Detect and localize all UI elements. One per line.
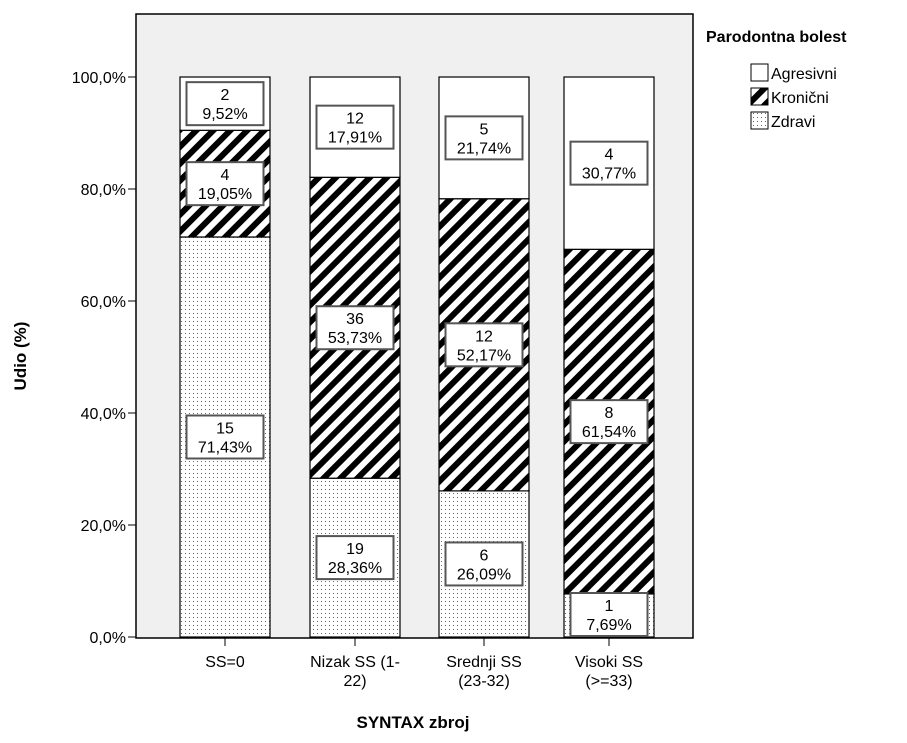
data-label-box (569, 399, 649, 445)
data-label-count: 4 (221, 167, 230, 184)
data-label-percent: 71,43% (198, 439, 252, 456)
y-tick-label: 60,0% (81, 294, 126, 311)
data-label-count: 12 (346, 111, 364, 128)
data-label-box (185, 161, 265, 207)
data-label-percent: 26,09% (457, 566, 511, 583)
data-label-count: 12 (475, 328, 493, 345)
legend-title: Parodontna bolest (706, 29, 847, 46)
legend-label: Kronični (771, 90, 829, 107)
x-category-label: Visoki SS (>=33) (575, 654, 643, 690)
data-label-percent: 52,17% (457, 347, 511, 364)
data-label-count: 36 (346, 311, 364, 328)
legend-swatch-none (750, 63, 769, 82)
legend-swatch-diagonal (750, 87, 769, 106)
data-label-percent: 53,73% (328, 330, 382, 347)
data-label-count: 15 (216, 420, 234, 437)
data-label-box (315, 305, 395, 351)
data-label-count: 4 (605, 147, 614, 164)
legend-swatch-dots (750, 111, 769, 130)
data-label-percent: 21,74% (457, 140, 511, 157)
data-label-box (444, 322, 524, 368)
y-tick-label: 0,0% (90, 630, 126, 647)
data-label-percent: 9,52% (202, 106, 247, 123)
data-label-box (185, 81, 265, 127)
data-label-box (315, 535, 395, 581)
y-tick-label: 100,0% (72, 70, 126, 87)
y-tick-label: 20,0% (81, 518, 126, 535)
data-label-percent: 61,54% (582, 424, 636, 441)
data-label-count: 6 (480, 547, 489, 564)
data-label-percent: 30,77% (582, 166, 636, 183)
data-label-count: 2 (221, 87, 230, 104)
x-category-label: Nizak SS (1-22) (310, 654, 400, 690)
y-tick-label: 80,0% (81, 182, 126, 199)
x-category-label: Srednji SS (23-32) (446, 654, 522, 690)
y-tick-label: 40,0% (81, 406, 126, 423)
data-label-box (444, 541, 524, 587)
legend-label: Agresivni (771, 66, 837, 83)
x-category-label: SS=0 (205, 654, 245, 671)
data-label-box (444, 115, 524, 161)
data-label-box (185, 414, 265, 460)
data-label-percent: 17,91% (328, 130, 382, 147)
x-axis-title: SYNTAX zbroj (356, 713, 469, 732)
data-label-count: 5 (480, 121, 489, 138)
data-label-box (315, 104, 395, 150)
data-label-count: 1 (605, 598, 614, 615)
data-label-box (569, 140, 649, 186)
data-label-count: 19 (346, 541, 364, 558)
data-label-percent: 7,69% (586, 617, 631, 634)
data-label-percent: 19,05% (198, 186, 252, 203)
legend-label: Zdravi (771, 114, 815, 131)
y-axis-title: Udio (%) (11, 322, 30, 391)
data-label-percent: 28,36% (328, 560, 382, 577)
data-label-count: 8 (605, 405, 614, 422)
data-label-box (569, 592, 649, 637)
